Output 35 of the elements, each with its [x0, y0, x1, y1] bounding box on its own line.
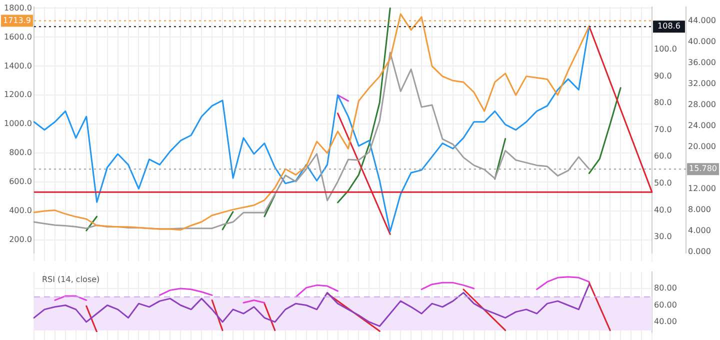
y-tick-label: 80.00 — [654, 284, 677, 293]
y-tick-label: 200.0 — [9, 235, 32, 244]
ref-line-label: 108.6 — [658, 22, 680, 31]
y-tick-label: 1200.0 — [4, 90, 32, 100]
y2-tick-label: 40.0 — [654, 205, 672, 214]
y2-tick-label: 70.0 — [654, 124, 672, 134]
y2-tick-label: 100.0 — [654, 44, 677, 54]
y-tick-label: 1000.0 — [4, 119, 32, 128]
y3-tick-label: 12.000 — [688, 184, 716, 194]
y2-tick-label: 30.0 — [654, 232, 672, 242]
y3-tick-label: 36.000 — [688, 58, 716, 68]
y-tick-label: 1600.0 — [4, 32, 32, 42]
y3-tick-label: 24.000 — [688, 121, 716, 130]
y-tick-label: 400.0 — [9, 206, 32, 216]
y-tick-label: 800.0 — [9, 148, 32, 158]
y3-tick-label: 32.000 — [688, 79, 716, 88]
y2-tick-label: 50.0 — [654, 178, 672, 188]
y2-tick-label: 90.0 — [654, 71, 672, 80]
ref-line-label: 1713.9 — [3, 16, 31, 25]
y3-tick-label: 4.000 — [688, 226, 711, 236]
y-tick-label: 1800.0 — [4, 3, 32, 12]
y2-tick-label: 80.0 — [654, 98, 672, 108]
y-tick-label: 40.00 — [654, 317, 677, 326]
y3-tick-label: 44.000 — [688, 16, 716, 26]
y3-tick-label: 28.000 — [688, 100, 716, 110]
ref-line-label: 15.780 — [689, 164, 717, 174]
y2-tick-label: 60.0 — [654, 152, 672, 161]
y-tick-label: 600.0 — [9, 177, 32, 186]
y-tick-label: 60.00 — [654, 300, 677, 310]
y3-tick-label: 8.000 — [688, 205, 711, 214]
y-tick-label: 1400.0 — [4, 61, 32, 70]
y3-tick-label: 40.000 — [688, 37, 716, 46]
y3-tick-label: 0.000 — [688, 247, 711, 256]
chart-title: RSI (14, close) — [42, 274, 100, 284]
y3-tick-label: 20.000 — [688, 142, 716, 152]
